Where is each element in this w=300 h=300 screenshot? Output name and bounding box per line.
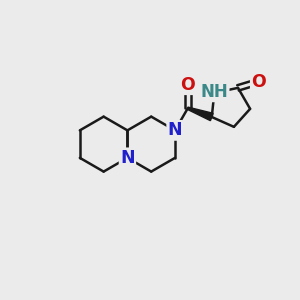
Polygon shape [188,107,213,121]
Text: O: O [180,76,195,94]
Text: NH: NH [200,83,228,101]
Text: N: N [120,149,135,167]
Text: N: N [168,122,182,140]
Text: O: O [251,73,266,91]
